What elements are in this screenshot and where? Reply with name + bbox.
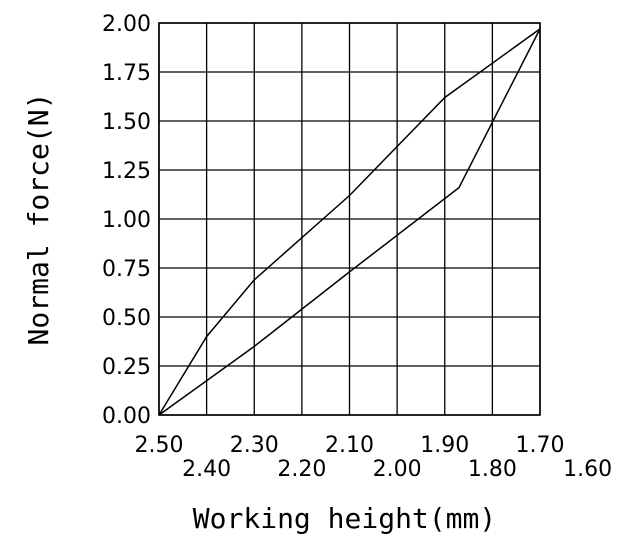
y-tick-labels: 0.00 0.25 0.50 0.75 1.00 1.25 1.50 1.75 2.00 [102, 12, 151, 429]
x-tick-label: 2.00 [373, 457, 422, 482]
y-tick-label: 0.00 [102, 404, 151, 429]
x-tick-label: 2.30 [230, 433, 279, 458]
y-tick-label: 1.75 [102, 61, 151, 86]
series-group [158, 28, 541, 416]
y-tick-label: 2.00 [102, 12, 151, 37]
x-tick-label: 2.40 [182, 457, 231, 482]
plot-frame [158, 22, 541, 416]
x-tick-label: 1.70 [516, 433, 565, 458]
y-tick-label: 1.50 [102, 110, 151, 135]
y-tick-label: 1.25 [102, 159, 151, 184]
x-tick-label: 2.20 [277, 457, 326, 482]
x-tick-label: 1.80 [468, 457, 517, 482]
y-tick-label: 0.25 [102, 355, 151, 380]
y-axis-label: Normal force(N) [22, 93, 55, 346]
series-line-2 [158, 28, 541, 416]
x-tick-label: 1.90 [420, 433, 469, 458]
grid [158, 22, 541, 416]
x-tick-label: 2.10 [325, 433, 374, 458]
x-tick-label: 2.50 [135, 433, 184, 458]
x-axis-label: Working height(mm) [193, 502, 496, 535]
y-tick-label: 0.50 [102, 306, 151, 331]
x-tick-labels: 2.502.402.302.202.102.001.901.801.701.60 [135, 433, 613, 482]
y-tick-label: 0.75 [102, 257, 151, 282]
series-line-1 [158, 28, 541, 416]
y-tick-label: 1.00 [102, 208, 151, 233]
x-tick-label: 1.60 [563, 457, 612, 482]
